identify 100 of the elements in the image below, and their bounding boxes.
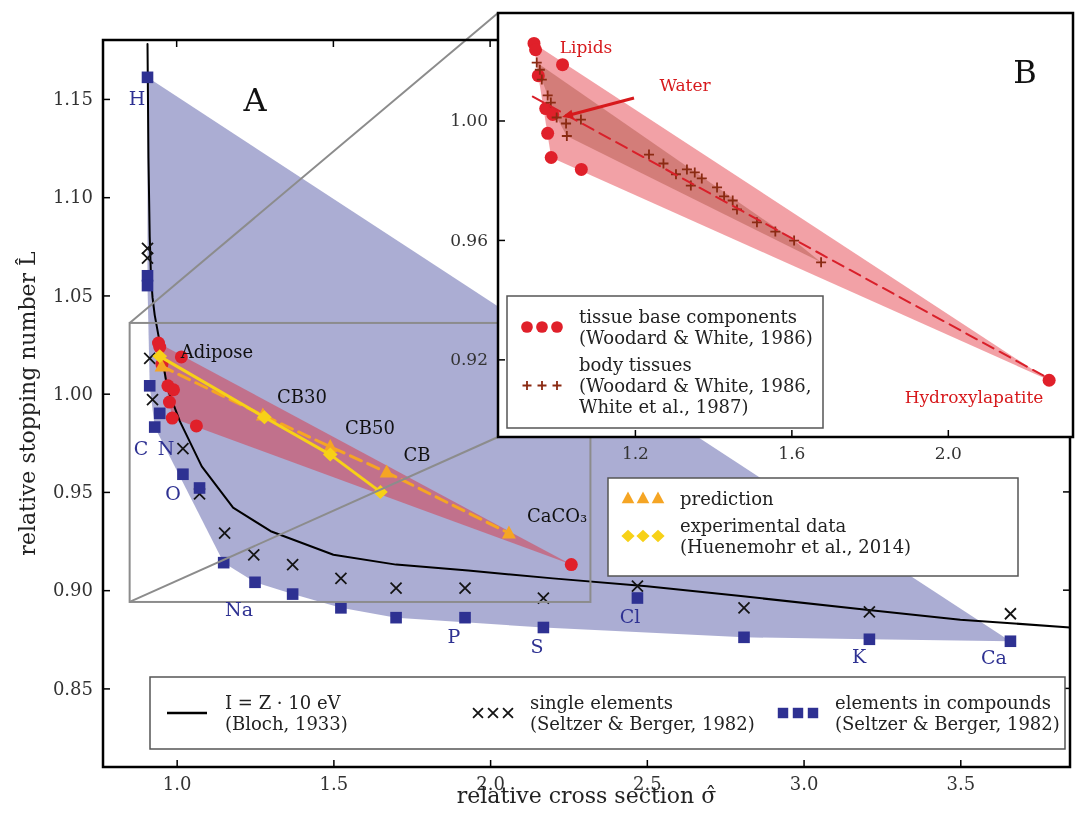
legend-label: tissue base components (Woodard & White, 1986) xyxy=(579,305,813,348)
point xyxy=(751,216,763,229)
point xyxy=(390,611,402,624)
point xyxy=(176,442,190,456)
point xyxy=(544,151,558,165)
annotation: P xyxy=(447,624,461,647)
point xyxy=(1042,373,1056,387)
point xyxy=(862,605,876,619)
point xyxy=(1004,607,1017,621)
legend-label: prediction xyxy=(680,487,774,509)
point xyxy=(535,73,548,86)
annotation: Water xyxy=(659,74,712,95)
point xyxy=(670,168,682,181)
annotation: CB xyxy=(403,444,431,466)
point xyxy=(153,407,166,420)
point xyxy=(643,148,655,161)
point xyxy=(141,71,154,84)
point xyxy=(286,558,300,572)
point xyxy=(537,621,550,634)
point xyxy=(177,468,189,481)
point xyxy=(564,558,578,572)
point xyxy=(143,351,157,365)
point xyxy=(193,482,206,494)
x-tick-label: 1.5 xyxy=(319,772,349,794)
annotation: H xyxy=(128,86,146,109)
point xyxy=(711,181,723,194)
y-tick-label: 0.95 xyxy=(52,481,93,503)
x-tick-label: 1.6 xyxy=(778,443,806,464)
point xyxy=(815,256,827,269)
point xyxy=(550,111,563,124)
annotation: A xyxy=(242,81,268,120)
y-tick-label: 1.00 xyxy=(450,110,488,131)
point xyxy=(537,591,550,605)
point xyxy=(560,117,572,130)
annotation: Hydroxylapatite xyxy=(904,386,1044,407)
annotation: K xyxy=(851,644,867,667)
annotation: Ca xyxy=(981,645,1007,668)
point xyxy=(141,241,154,255)
point xyxy=(556,58,570,72)
legend-label: elements in compounds (Seltzer & Berger, 1982) xyxy=(835,691,1060,734)
annotation: B xyxy=(1013,53,1037,92)
y-tick-label: 0.90 xyxy=(52,579,93,601)
y-tick-label: 1.15 xyxy=(52,88,93,110)
point xyxy=(146,393,159,406)
x-tick-label: 3.0 xyxy=(789,772,819,794)
point xyxy=(141,251,154,265)
point xyxy=(459,611,471,624)
point xyxy=(247,548,261,562)
x-tick-label: 1.0 xyxy=(162,772,192,794)
y-tick-label: 1.00 xyxy=(52,382,93,404)
point xyxy=(334,571,348,585)
x-tick-label: 2.0 xyxy=(934,443,962,464)
point xyxy=(575,113,587,126)
point xyxy=(631,579,644,593)
legend-label: body tissues (Woodard & White, 1986, White et al., 1987) xyxy=(579,353,812,417)
point xyxy=(769,225,782,238)
legend-label: single elements (Seltzer & Berger, 1982) xyxy=(530,691,755,734)
point xyxy=(738,631,750,644)
point xyxy=(389,581,403,595)
point xyxy=(541,126,555,140)
point xyxy=(458,581,472,595)
y-tick-label: 1.05 xyxy=(52,284,93,306)
annotation: Na xyxy=(225,597,253,620)
point xyxy=(335,602,347,614)
point xyxy=(379,464,394,478)
point xyxy=(167,383,181,397)
point xyxy=(684,179,697,192)
legend-label: experimental data (Huenemohr et al., 2014) xyxy=(680,514,912,557)
point xyxy=(257,410,272,425)
y-tick-label: 0.92 xyxy=(450,349,488,370)
point xyxy=(529,43,543,57)
legend-label: I = Z · 10 eV (Bloch, 1933) xyxy=(225,691,348,734)
y-tick-label: 1.10 xyxy=(52,186,93,208)
point xyxy=(148,421,161,433)
point xyxy=(657,157,670,170)
point xyxy=(189,419,203,433)
y-tick-label: 0.96 xyxy=(450,229,488,250)
point xyxy=(574,162,588,176)
point xyxy=(1004,635,1017,648)
annotation: Lipids xyxy=(559,36,613,57)
point xyxy=(501,525,516,539)
point xyxy=(249,576,261,589)
annotation: C xyxy=(133,436,149,459)
y-tick-label: 0.85 xyxy=(52,677,93,699)
point xyxy=(141,279,154,292)
point xyxy=(560,130,573,142)
x-tick-label: 1.2 xyxy=(621,443,649,464)
annotation: Adipose xyxy=(179,341,254,363)
point xyxy=(143,380,156,392)
annotation: S xyxy=(530,634,544,657)
point xyxy=(165,411,179,425)
x-tick-label: 3.5 xyxy=(946,772,976,794)
point xyxy=(152,349,168,364)
point xyxy=(218,526,232,540)
point xyxy=(162,395,176,409)
point xyxy=(863,633,876,646)
point xyxy=(322,447,338,462)
annotation: Cl xyxy=(619,604,641,627)
annotation: CB30 xyxy=(277,386,327,408)
annotation: CB50 xyxy=(345,417,395,439)
